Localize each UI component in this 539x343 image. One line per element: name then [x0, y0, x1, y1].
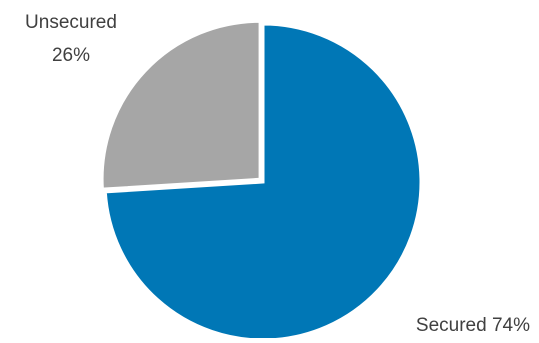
- pie-labels: Secured 74% Unsecured 26%: [25, 12, 530, 336]
- pie-slice-secured: [103, 22, 423, 342]
- label-secured: Secured 74%: [416, 315, 530, 336]
- label-unsecured-name: Unsecured: [25, 12, 117, 33]
- pie-slices: [100, 19, 423, 342]
- pie-slice-unsecured: [100, 19, 262, 191]
- label-unsecured-percent: 26%: [52, 45, 90, 66]
